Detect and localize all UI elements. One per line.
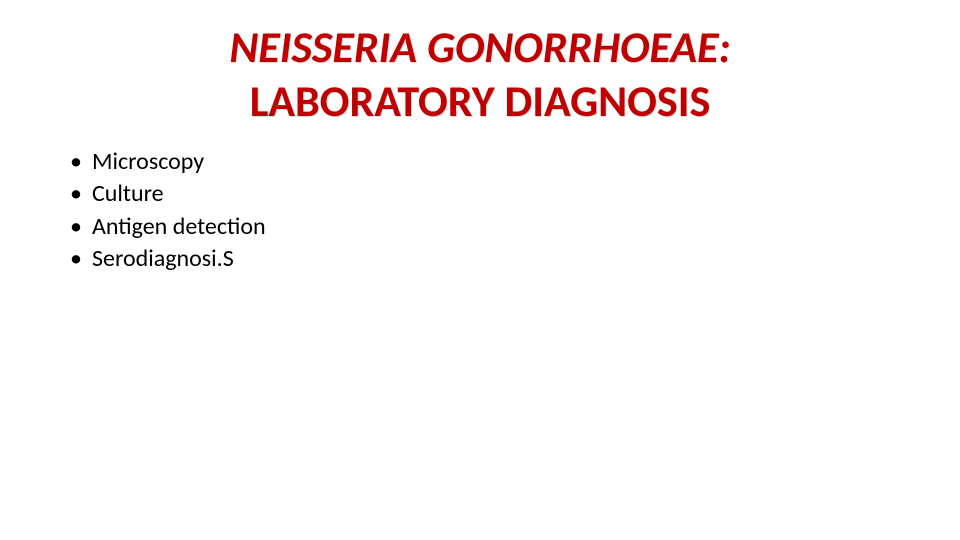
title-line-1: NEISSERIA GONORRHOEAE: (60, 20, 900, 74)
bullet-text: Culture (92, 179, 164, 208)
bullet-list: Microscopy Culture Antigen detection Ser… (60, 146, 900, 276)
title-line-2: LABORATORY DIAGNOSIS (60, 74, 900, 128)
list-item: Culture (70, 178, 900, 210)
list-item: Antigen detection (70, 211, 900, 243)
list-item: Microscopy (70, 146, 900, 178)
slide-title: NEISSERIA GONORRHOEAE: LABORATORY DIAGNO… (60, 20, 900, 128)
bullet-text: Microscopy (92, 147, 204, 176)
list-item: Serodiagnosi.S (70, 243, 900, 275)
bullet-text: Serodiagnosi.S (92, 244, 234, 273)
slide-container: NEISSERIA GONORRHOEAE: LABORATORY DIAGNO… (0, 0, 960, 540)
bullet-text: Antigen detection (92, 212, 266, 241)
